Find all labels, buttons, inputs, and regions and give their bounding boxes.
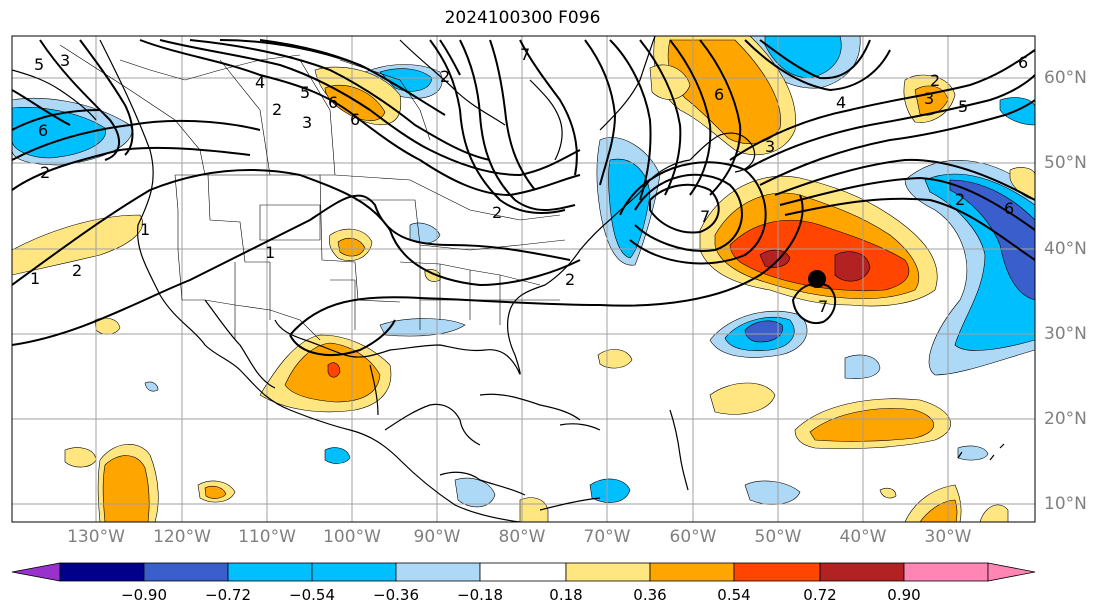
- lon-label: 100°W: [323, 527, 381, 547]
- lat-label: 30°N: [1044, 324, 1087, 344]
- colorbar-under-extend: [11, 562, 61, 582]
- contour-label: 2: [40, 163, 50, 182]
- colorbar-tick-label: 0.36: [633, 586, 667, 604]
- contour-label: 5: [300, 83, 310, 102]
- colorbar-segment: [59, 562, 145, 582]
- contour-label: 3: [302, 113, 312, 132]
- lon-label: 30°W: [924, 527, 972, 547]
- colorbar-tick-label: −0.54: [289, 586, 335, 604]
- lon-label: 40°W: [839, 527, 887, 547]
- lon-label: 120°W: [153, 527, 211, 547]
- colorbar-tick-label: 0.18: [549, 586, 583, 604]
- contour-label: 1: [140, 220, 150, 239]
- contour-label: 7: [520, 45, 530, 64]
- map-frame: [11, 35, 1036, 523]
- colorbar-tick-label: −0.90: [121, 586, 167, 604]
- contour-label: 1: [265, 243, 275, 262]
- contour-label: 6: [714, 85, 724, 104]
- colorbar-segment: [819, 562, 905, 582]
- lon-label: 110°W: [238, 527, 296, 547]
- lat-label: 60°N: [1044, 68, 1087, 88]
- colorbar-segment: [395, 562, 481, 582]
- contour-label: 7: [700, 207, 710, 226]
- contour-label: 6: [38, 121, 48, 140]
- colorbar-segment: [903, 562, 989, 582]
- contour-label: 1: [30, 269, 40, 288]
- contour-lines: [12, 39, 1035, 356]
- map-title: 2024100300 F096: [444, 8, 601, 28]
- contour-label: 5: [34, 55, 44, 74]
- colorbar-segment: [227, 562, 313, 582]
- colorbar-segment: [649, 562, 735, 582]
- contour-label: 3: [60, 51, 70, 70]
- contour-labels: 3 5 6 1 2 6 6 5 3 2 4 6 7 2 6 4 2 3 5 6 …: [30, 45, 1028, 316]
- positive-anomaly-shading: [12, 36, 1035, 522]
- contour-label: 2: [565, 270, 575, 289]
- contour-label: 6: [1004, 199, 1014, 218]
- lon-label: 130°W: [67, 527, 125, 547]
- colorbar: [11, 562, 1036, 582]
- colorbar-segment: [565, 562, 651, 582]
- lat-label: 10°N: [1044, 494, 1087, 514]
- lon-label: 80°W: [498, 527, 546, 547]
- colorbar-segment: [479, 562, 567, 582]
- colorbar-over-extend: [987, 562, 1036, 582]
- lon-label: 50°W: [754, 527, 802, 547]
- colorbar-tick-label: 0.72: [803, 586, 837, 604]
- colorbar-segment: [143, 562, 229, 582]
- contour-label: 2: [492, 203, 502, 222]
- contour-label: 2: [440, 67, 450, 86]
- colorbar-tick-label: 0.54: [717, 586, 751, 604]
- lat-label: 50°N: [1044, 153, 1087, 173]
- contour-label: 2: [72, 261, 82, 280]
- colorbar-tick-label: 0.90: [887, 586, 921, 604]
- contour-label: 2: [955, 190, 965, 209]
- contour-label: 7: [818, 297, 828, 316]
- lon-label: 60°W: [669, 527, 717, 547]
- contour-label: 6: [328, 93, 338, 112]
- storm-center-marker: [808, 270, 826, 288]
- contour-label: 4: [836, 93, 846, 112]
- colorbar-segment: [311, 562, 397, 582]
- lon-label: 70°W: [583, 527, 631, 547]
- colorbar-tick-label: −0.36: [373, 586, 419, 604]
- contour-label: 3: [765, 137, 775, 156]
- contour-label: 4: [255, 73, 265, 92]
- contour-label: 2: [930, 71, 940, 90]
- lat-label: 20°N: [1044, 409, 1087, 429]
- colorbar-tick-label: −0.72: [205, 586, 251, 604]
- lat-label: 40°N: [1044, 239, 1087, 259]
- contour-label: 5: [958, 97, 968, 116]
- contour-label: 2: [272, 100, 282, 119]
- lon-label: 90°W: [413, 527, 461, 547]
- contour-label: 3: [924, 89, 934, 108]
- colorbar-segment: [733, 562, 821, 582]
- graticule: [12, 36, 1035, 522]
- contour-label: 6: [350, 110, 360, 129]
- contour-label: 6: [1018, 53, 1028, 72]
- colorbar-tick-label: −0.18: [457, 586, 503, 604]
